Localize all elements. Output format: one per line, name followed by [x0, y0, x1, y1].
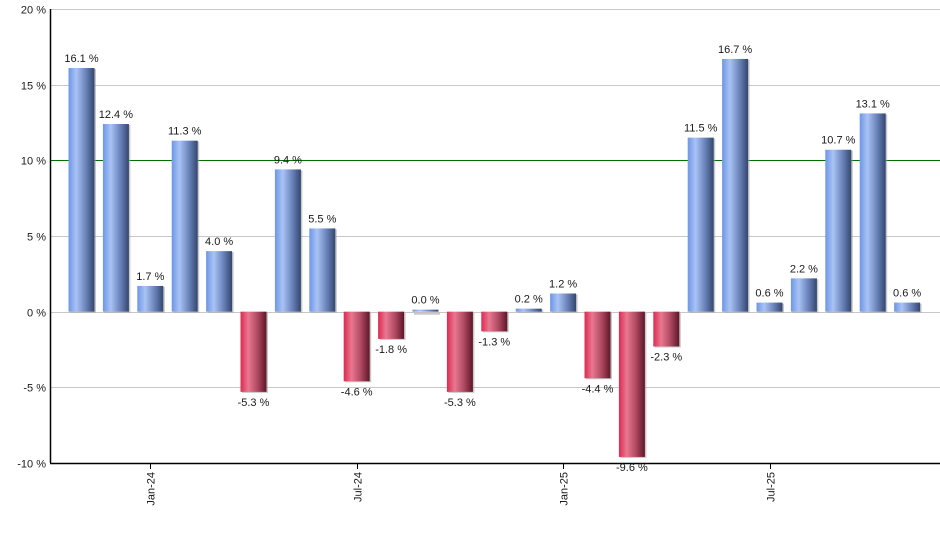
bar — [68, 68, 95, 312]
bar-value-label: 12.4 % — [99, 109, 133, 121]
y-tick-label: 5 % — [27, 232, 46, 244]
bar-value-label: 9.4 % — [274, 154, 302, 166]
bar-value-label: -5.3 % — [444, 397, 476, 409]
bar — [756, 302, 783, 312]
bar — [240, 311, 267, 392]
bar-value-label: 16.7 % — [718, 44, 752, 56]
bar — [653, 311, 680, 347]
bar — [412, 309, 439, 312]
x-tick-label: Jan-24 — [146, 472, 158, 506]
bar — [137, 285, 164, 312]
value-labels: 16.1 % 12.4 % 1.7 % 11.3 % 4.0 % -5.3 % 9.4 % 5… — [64, 44, 921, 474]
bar-value-label: 0.0 % — [411, 295, 439, 307]
bar — [722, 58, 749, 312]
bar — [171, 140, 198, 312]
bar — [859, 113, 886, 312]
bar-value-label: 2.2 % — [790, 263, 818, 275]
axes: 20 % 15 % 10 % 5 % 0 % -5 % -10 % Jan-24 Jul-24 J… — [17, 5, 940, 506]
bar — [584, 311, 611, 379]
bar — [378, 311, 405, 339]
bar-value-label: 1.2 % — [549, 279, 577, 291]
bar-value-label: 16.1 % — [64, 53, 98, 65]
bar — [481, 311, 508, 332]
bar-value-label: 13.1 % — [856, 98, 890, 110]
bar — [274, 169, 301, 312]
bar — [618, 311, 645, 457]
bars — [68, 58, 922, 458]
bar — [206, 251, 233, 312]
y-tick-label: 0 % — [27, 308, 46, 320]
y-tick-label: 10 % — [21, 156, 46, 168]
bar-value-label: -4.6 % — [341, 386, 373, 398]
bar — [825, 149, 852, 312]
bar-value-label: 4.0 % — [205, 236, 233, 248]
bar-value-label: 11.5 % — [684, 123, 718, 135]
bar-value-label: 1.7 % — [136, 271, 164, 283]
bar — [515, 308, 542, 312]
bar-value-label: -1.8 % — [375, 344, 407, 356]
y-tick-label: -10 % — [17, 459, 46, 471]
bar — [687, 137, 714, 312]
bar — [790, 278, 817, 312]
bar-value-label: -1.3 % — [478, 336, 510, 348]
x-tick-label: Jul-25 — [766, 472, 778, 502]
bar-value-label: 0.6 % — [755, 288, 783, 300]
bar-value-label: 5.5 % — [308, 213, 336, 225]
bar-shadow — [414, 312, 440, 315]
x-tick-label: Jan-25 — [559, 472, 571, 506]
bar — [102, 124, 129, 312]
x-tick-label: Jul-24 — [353, 472, 365, 502]
y-tick-label: 20 % — [21, 5, 46, 17]
bar-value-label: -2.3 % — [650, 351, 682, 363]
bar — [343, 311, 370, 382]
bar-value-label: -5.3 % — [238, 397, 270, 409]
bar-value-label: -4.4 % — [582, 383, 614, 395]
y-tick-label: -5 % — [23, 383, 46, 395]
bar — [446, 311, 473, 392]
y-tick-label: 15 % — [21, 81, 46, 93]
bar — [309, 228, 336, 312]
bar-value-label: 11.3 % — [168, 126, 202, 138]
bar — [550, 293, 577, 312]
bar-value-label: 0.6 % — [893, 288, 921, 300]
bar-value-label: -9.6 % — [616, 462, 648, 474]
bar — [894, 302, 921, 312]
bar-value-label: 0.2 % — [515, 294, 543, 306]
bar-value-label: 10.7 % — [821, 135, 855, 147]
